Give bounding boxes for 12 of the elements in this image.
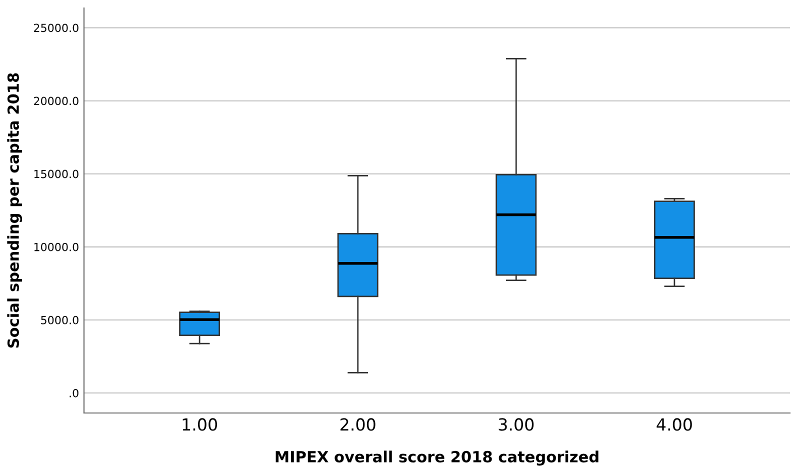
x-tick-label: 3.00: [498, 418, 534, 431]
x-axis-title: MIPEX overall score 2018 categorized: [276, 450, 598, 466]
x-tick-label: 2.00: [340, 418, 376, 431]
y-tick-label: 15000.0: [34, 170, 78, 178]
y-tick-label: 25000.0: [34, 24, 78, 32]
y-tick-label: 10000.0: [34, 242, 78, 252]
y-tick-label: 20000.0: [34, 96, 78, 106]
y-axis-title: Social spending per capita 2018: [7, 73, 22, 348]
y-tick-label: .0: [70, 388, 78, 398]
y-tick-label: 5000.0: [41, 316, 78, 324]
x-tick-label: 1.00: [182, 418, 218, 431]
x-tick-label: 4.00: [656, 418, 692, 431]
